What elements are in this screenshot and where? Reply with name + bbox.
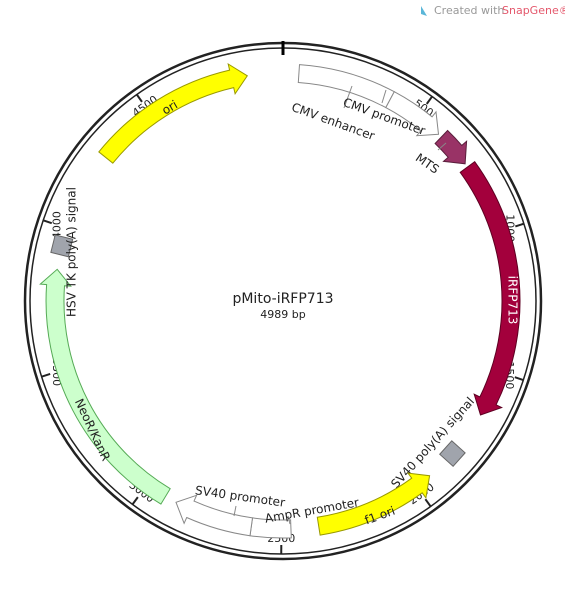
feature-label: HSV TK poly(A) signal	[65, 187, 79, 317]
plasmid-size: 4989 bp	[260, 308, 305, 321]
credit-text: Created with	[434, 4, 504, 17]
feature-label: iRFP713	[506, 276, 520, 325]
plasmid-name: pMito-iRFP713	[232, 291, 333, 307]
credit-brand: SnapGene®	[502, 4, 565, 17]
